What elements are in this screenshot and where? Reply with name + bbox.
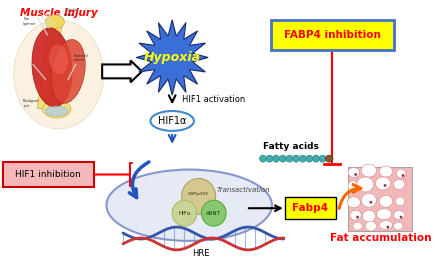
Bar (37, 20, 62, 110)
Circle shape (286, 155, 293, 162)
Circle shape (273, 155, 280, 162)
Ellipse shape (51, 40, 85, 103)
Ellipse shape (326, 155, 333, 162)
Ellipse shape (32, 28, 72, 107)
Circle shape (402, 174, 404, 177)
Circle shape (400, 216, 402, 219)
Ellipse shape (379, 195, 392, 207)
Circle shape (299, 155, 306, 162)
Circle shape (260, 155, 266, 162)
Ellipse shape (353, 222, 362, 230)
Text: ARNT: ARNT (206, 211, 221, 216)
Ellipse shape (393, 211, 405, 220)
Ellipse shape (42, 100, 71, 118)
Circle shape (201, 200, 226, 226)
Text: Transactivation: Transactivation (217, 187, 271, 193)
Circle shape (354, 173, 357, 176)
Text: HIFα: HIFα (178, 211, 191, 216)
Text: Fat accumulation: Fat accumulation (329, 233, 431, 243)
Circle shape (293, 155, 299, 162)
Ellipse shape (365, 221, 377, 231)
Ellipse shape (350, 210, 361, 220)
Ellipse shape (375, 177, 391, 190)
Ellipse shape (357, 177, 374, 192)
Ellipse shape (396, 169, 406, 178)
FancyBboxPatch shape (271, 20, 393, 49)
Text: Fatty acids: Fatty acids (264, 142, 319, 151)
Ellipse shape (395, 197, 405, 206)
FancyArrow shape (102, 61, 142, 82)
Text: Misaligned
joint: Misaligned joint (23, 99, 39, 108)
Ellipse shape (361, 164, 377, 177)
Circle shape (266, 155, 273, 162)
Circle shape (319, 155, 326, 162)
Circle shape (386, 226, 389, 228)
Text: Muscle injury: Muscle injury (20, 8, 97, 18)
Text: HIF1α: HIF1α (158, 116, 186, 126)
Ellipse shape (393, 179, 405, 189)
Polygon shape (136, 20, 208, 95)
Ellipse shape (379, 221, 392, 229)
Circle shape (280, 155, 286, 162)
Text: HIF1 activation: HIF1 activation (182, 95, 245, 104)
Text: HIF1 inhibition: HIF1 inhibition (15, 170, 81, 179)
Circle shape (384, 184, 386, 187)
Ellipse shape (379, 166, 392, 177)
FancyBboxPatch shape (3, 162, 94, 188)
FancyBboxPatch shape (348, 167, 413, 231)
Ellipse shape (49, 45, 68, 74)
Ellipse shape (362, 210, 375, 222)
Circle shape (182, 178, 216, 214)
Ellipse shape (150, 111, 194, 131)
Circle shape (306, 155, 312, 162)
Circle shape (172, 200, 197, 226)
Circle shape (369, 201, 372, 204)
Circle shape (312, 155, 319, 162)
Text: Stretched
tendon: Stretched tendon (64, 8, 79, 17)
Ellipse shape (45, 106, 68, 116)
FancyBboxPatch shape (285, 197, 336, 219)
Text: Torn
ligament: Torn ligament (23, 17, 36, 26)
Text: HRE: HRE (192, 249, 209, 258)
Text: FABP4 inhibition: FABP4 inhibition (284, 30, 381, 40)
Ellipse shape (107, 170, 272, 241)
Circle shape (356, 216, 359, 219)
Ellipse shape (348, 181, 357, 192)
Ellipse shape (348, 168, 360, 177)
Ellipse shape (361, 193, 377, 207)
Ellipse shape (347, 197, 361, 208)
Text: CBP/p300: CBP/p300 (188, 192, 209, 196)
Ellipse shape (377, 209, 392, 220)
Text: Stretched
muscle: Stretched muscle (74, 54, 88, 62)
Text: Hypoxia: Hypoxia (144, 51, 201, 64)
Ellipse shape (45, 15, 64, 29)
Text: Fabp4: Fabp4 (292, 203, 328, 213)
Ellipse shape (393, 222, 403, 230)
Ellipse shape (14, 20, 104, 129)
